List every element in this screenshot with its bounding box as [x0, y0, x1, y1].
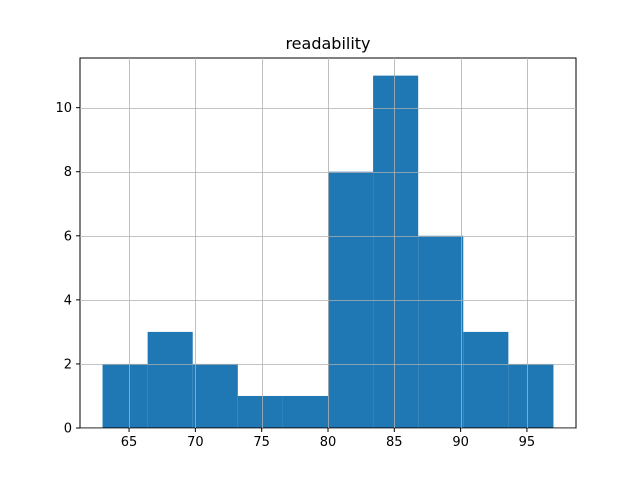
x-tick-label-1: 70: [187, 435, 204, 450]
histogram-bar-4: [282, 395, 328, 428]
chart-title: readability: [285, 34, 370, 53]
histogram-bar-0: [102, 363, 148, 428]
x-tick-label-6: 95: [519, 435, 536, 450]
histogram-bar-3: [237, 395, 283, 428]
histogram-bar-1: [147, 331, 193, 428]
histogram-bar-8: [463, 331, 509, 428]
histogram-bar-6: [373, 75, 419, 428]
x-tick-label-2: 75: [253, 435, 270, 450]
histogram-bar-2: [192, 363, 238, 428]
y-tick-label-4: 8: [64, 165, 72, 180]
x-tick-label-3: 80: [320, 435, 337, 450]
histogram-bar-9: [508, 363, 554, 428]
y-tick-label-2: 4: [64, 293, 72, 308]
y-tick-label-3: 6: [64, 229, 72, 244]
histogram-bar-7: [418, 235, 464, 428]
x-tick-label-4: 85: [386, 435, 403, 450]
x-tick-label-5: 90: [452, 435, 469, 450]
ticks-layer: 65 70 75 80 85 90 95 0 2 4 6 8 10: [55, 58, 576, 450]
y-tick-label-1: 2: [64, 357, 72, 372]
y-tick-label-5: 10: [55, 101, 72, 116]
y-tick-label-0: 0: [64, 422, 72, 437]
bars-layer: [102, 75, 554, 428]
histogram-bar-5: [328, 171, 374, 428]
x-tick-label-0: 65: [121, 435, 138, 450]
